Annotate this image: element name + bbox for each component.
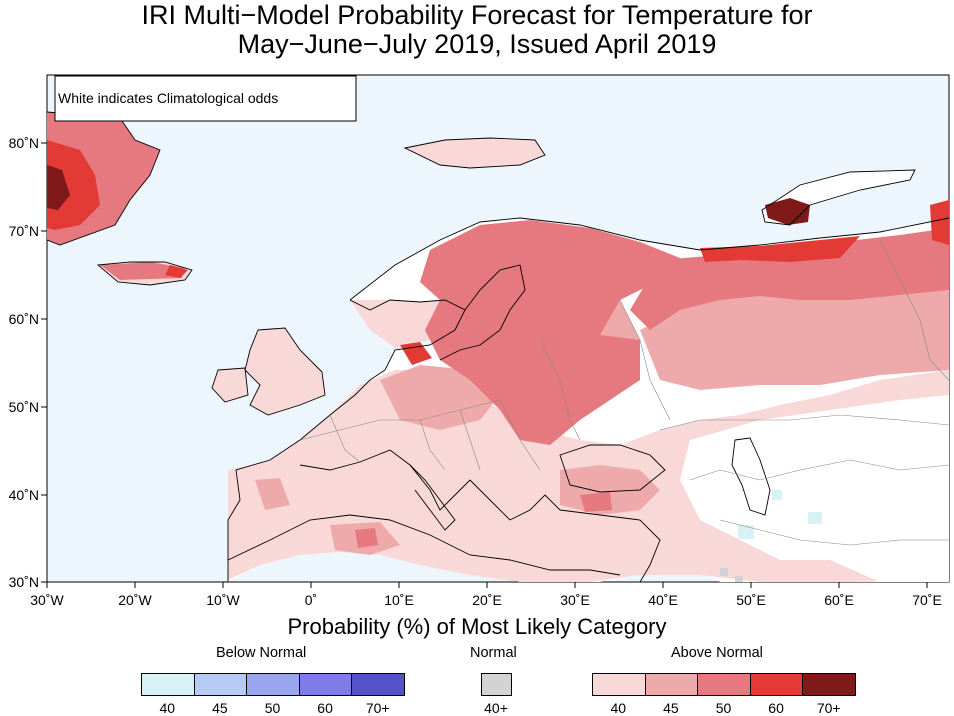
country-borders [299, 239, 949, 546]
lon-label-10w: 10˚W [206, 592, 240, 608]
lon-label-20e: 20˚E [472, 592, 502, 608]
below-normal-swatch-4 [351, 673, 405, 696]
above-normal-tick-label: 40 [610, 700, 627, 716]
normal-40 [720, 568, 743, 582]
above-normal-swatch-0 [592, 673, 646, 696]
above-normal-tick-label: 70+ [816, 700, 841, 716]
lon-label-20w: 20˚W [118, 592, 152, 608]
lon-label-40e: 40˚E [648, 592, 678, 608]
climatology-note-box [54, 75, 357, 122]
lat-label-70n: 70˚N [9, 223, 39, 239]
above-normal-swatch-1 [644, 673, 699, 696]
above-normal-swatch-3 [749, 673, 804, 696]
below-normal-swatch-0 [141, 673, 195, 696]
above-normal-60 [47, 140, 949, 365]
lat-ticks [41, 142, 47, 583]
below-normal-tick-label: 40 [159, 700, 176, 716]
below-normal-swatch-2 [246, 673, 300, 696]
map-title-line1: IRI Multi−Model Probability Forecast for… [141, 0, 813, 30]
lon-label-30w: 30˚W [30, 592, 64, 608]
above-normal-swatch-4 [802, 673, 856, 696]
below-normal-swatch-3 [298, 673, 353, 696]
above-normal-70 [47, 165, 810, 225]
lat-label-30n: 30˚N [9, 574, 39, 590]
lon-label-60e: 60˚E [824, 592, 854, 608]
map-title-line2: May−June−July 2019, Issued April 2019 [237, 29, 717, 59]
climatology-note: White indicates Climatological odds [58, 90, 278, 106]
above-normal-tick-label: 45 [663, 700, 679, 716]
legend-title: Probability (%) of Most Likely Category [287, 614, 667, 639]
lon-label-30e: 30˚E [560, 592, 590, 608]
above-normal-swatch-2 [697, 673, 751, 696]
lat-label-80n: 80˚N [9, 135, 39, 151]
lon-label-10e: 10˚E [384, 592, 414, 608]
above-normal-tick-label: 60 [768, 700, 784, 716]
legend-normal-label: Normal [470, 645, 517, 661]
legend-above-normal-label: Above Normal [671, 645, 763, 661]
below-normal-tick-label: 50 [264, 700, 281, 716]
lat-label-50n: 50˚N [9, 399, 39, 415]
below-normal-tick-label: 45 [212, 700, 228, 716]
below-normal-tick-label: 70+ [365, 700, 390, 716]
legend-below-normal-label: Below Normal [216, 645, 307, 661]
above-normal-tick-label: 50 [715, 700, 732, 716]
below-normal-40 [738, 490, 822, 539]
normal-swatch-0 [481, 673, 512, 696]
below-normal-swatch-1 [193, 673, 248, 696]
lon-label-0: 0˚ [305, 592, 317, 608]
lat-label-60n: 60˚N [9, 311, 39, 327]
below-normal-tick-label: 60 [317, 700, 333, 716]
above-normal-50 [47, 112, 949, 548]
lon-label-70e: 70˚E [912, 592, 942, 608]
lat-label-40n: 40˚N [9, 487, 39, 503]
normal-tick-label: 40+ [484, 700, 508, 716]
coastlines [47, 111, 949, 582]
lon-ticks [46, 582, 928, 588]
lon-label-50e: 50˚E [736, 592, 766, 608]
